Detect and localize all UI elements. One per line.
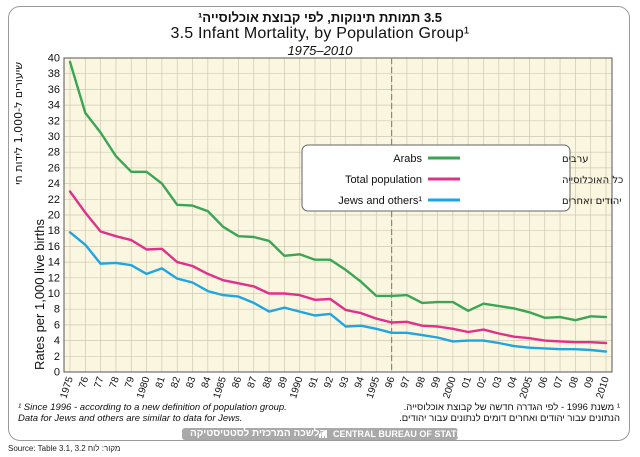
x-tick-label: 96: [384, 375, 398, 389]
footnote-hebrew: ¹ משנת 1996 - לפי הגדרה חדשה של קבוצת או…: [320, 402, 620, 424]
series-line-1: [68, 190, 608, 345]
x-tick-label: 82: [169, 375, 183, 389]
y-tick-label: 22: [48, 194, 60, 206]
x-tick-label: 78: [108, 375, 122, 389]
x-tick-label: 83: [184, 375, 198, 389]
y-tick-label: 40: [48, 53, 60, 65]
x-tick-label: 79: [123, 375, 137, 389]
x-tick-label: 86: [230, 375, 244, 389]
x-tick-label: 93: [338, 375, 352, 389]
y-tick-label: 24: [48, 178, 60, 190]
y-tick-label: 26: [48, 162, 60, 174]
y-tick-label: 30: [48, 131, 60, 143]
plot-border: [63, 57, 613, 373]
x-tick-label: 03: [491, 375, 505, 389]
y-axis-label: Rates per 1,000 live births: [32, 218, 47, 370]
legend-label-hebrew: יהודים ואחרים: [562, 196, 621, 207]
x-tick-label: 76: [77, 375, 91, 389]
chart-subtitle: 1975–2010: [287, 43, 353, 58]
legend-label-hebrew: כל האוכלוסייה: [562, 175, 623, 186]
y-tick-label: 16: [48, 241, 60, 253]
y-tick-label: 12: [48, 272, 60, 284]
y-tick-label: 14: [48, 257, 60, 269]
x-tick-label: 98: [414, 375, 428, 389]
x-tick-label: 1985: [212, 375, 229, 400]
x-tick-label: 89: [276, 375, 290, 389]
y-tick-label: 28: [48, 147, 60, 159]
footnote-english-line-2: Data for Jews and others are similar to …: [18, 413, 243, 424]
y-tick-label: 20: [48, 210, 60, 222]
chart-title: 3.5 Infant Mortality, by Population Grou…: [170, 25, 470, 42]
legend-label: Jews and others¹: [338, 195, 422, 207]
organization-name: CENTRAL BUREAU OF STATISTICS: [333, 429, 486, 439]
y-tick-label: 0: [54, 367, 60, 379]
x-tick-label: 07: [552, 375, 566, 389]
x-tick-label: 01: [460, 375, 474, 389]
footnote-english-line-1: ¹ Since 1996 - according to a new defini…: [18, 402, 287, 413]
series-line-0: [68, 60, 608, 322]
footnote-english: ¹ Since 1996 - according to a new defini…: [18, 402, 318, 424]
y-tick-label: 34: [48, 100, 60, 112]
y-tick-label: 10: [48, 288, 60, 300]
chart-title-hebrew: 3.5 תמותת תינוקות, לפי קבוצת אוכלוסייה¹: [197, 10, 443, 25]
legend-label-hebrew: ערבים: [562, 154, 589, 165]
y-tick-label: 36: [48, 84, 60, 96]
x-tick-label: 09: [583, 375, 597, 389]
series-line-2: [68, 231, 608, 353]
cbs-logo-icon: [319, 430, 327, 438]
x-tick-label: 1980: [135, 375, 152, 400]
y-tick-label: 38: [48, 68, 60, 80]
x-tick-label: 84: [200, 375, 214, 389]
y-tick-label: 18: [48, 225, 60, 237]
x-tick-label: 92: [322, 375, 336, 389]
x-tick-label: 88: [261, 375, 275, 389]
legend-label: Total population: [345, 174, 422, 186]
source-note: Source: Table 3.1, 3.2 מקור: לוח: [8, 444, 121, 453]
y-tick-label: 2: [54, 351, 60, 363]
legend-label: Arabs: [393, 153, 422, 165]
y-tick-label: 6: [54, 319, 60, 331]
x-tick-label: 91: [307, 375, 321, 389]
footnote-hebrew-line-1: ¹ משנת 1996 - לפי הגדרה חדשה של קבוצת או…: [403, 402, 620, 413]
x-tick-label: 97: [399, 375, 413, 389]
x-tick-label: 1995: [365, 375, 382, 400]
y-tick-label: 32: [48, 115, 60, 127]
x-tick-label: 77: [93, 375, 107, 389]
x-tick-label: 02: [475, 375, 489, 389]
organization-name-hebrew: הלשכה המרכזית לסטטיסטיקה: [190, 428, 327, 439]
x-tick-label: 2005: [518, 375, 535, 400]
x-tick-label: 08: [567, 375, 581, 389]
x-tick-label: 1990: [288, 375, 305, 400]
x-tick-label: 1975: [59, 375, 76, 400]
x-tick-label: 2000: [441, 375, 458, 400]
y-tick-label: 4: [54, 335, 60, 347]
x-tick-label: 81: [154, 375, 168, 389]
y-axis-label-hebrew: שיעורים ל-1,000 לידות חי: [12, 62, 25, 185]
x-tick-label: 94: [353, 375, 367, 389]
x-tick-label: 99: [429, 375, 443, 389]
x-tick-label: 2010: [595, 375, 612, 400]
x-tick-label: 87: [246, 375, 260, 389]
y-tick-label: 8: [54, 304, 60, 316]
x-tick-label: 04: [506, 375, 520, 389]
footnote-hebrew-line-2: הנתונים עבור יהודים ואחרים דומים לנתונים…: [399, 413, 620, 424]
x-tick-label: 06: [537, 375, 551, 389]
